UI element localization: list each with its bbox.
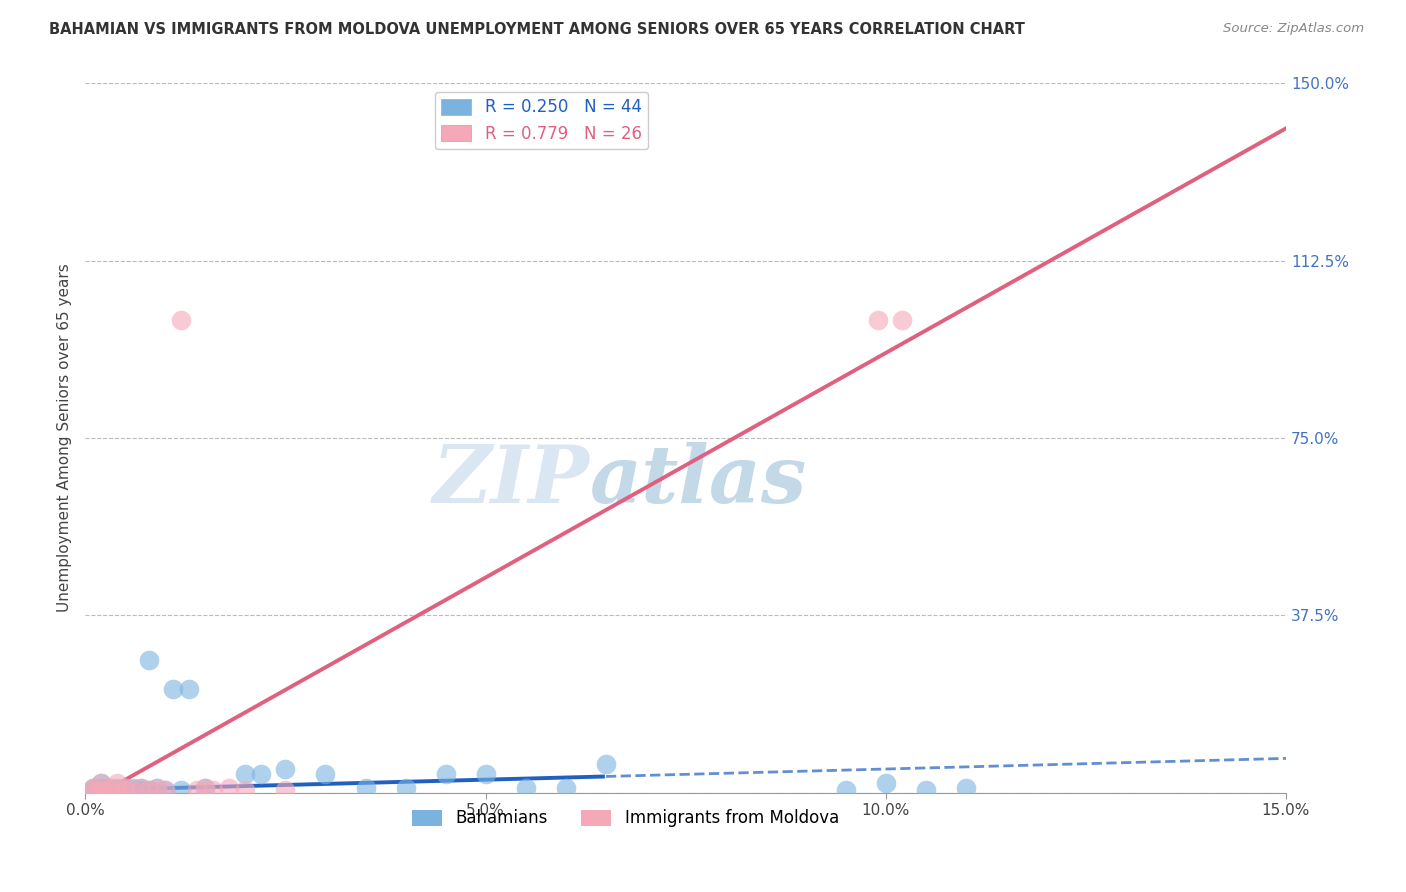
Point	[155, 783, 177, 797]
Point	[235, 783, 257, 797]
Point	[515, 780, 537, 795]
Point	[90, 786, 112, 800]
Point	[114, 780, 136, 795]
Point	[315, 766, 337, 780]
Point	[82, 783, 104, 797]
Point	[105, 786, 128, 800]
Text: BAHAMIAN VS IMMIGRANTS FROM MOLDOVA UNEMPLOYMENT AMONG SENIORS OVER 65 YEARS COR: BAHAMIAN VS IMMIGRANTS FROM MOLDOVA UNEM…	[49, 22, 1025, 37]
Point	[186, 783, 208, 797]
Point	[90, 776, 112, 790]
Point	[114, 783, 136, 797]
Legend: Bahamians, Immigrants from Moldova: Bahamians, Immigrants from Moldova	[406, 803, 845, 834]
Point	[138, 653, 160, 667]
Point	[105, 783, 128, 797]
Point	[955, 780, 977, 795]
Point	[114, 786, 136, 800]
Text: ZIP: ZIP	[433, 442, 589, 519]
Point	[114, 783, 136, 797]
Point	[218, 780, 240, 795]
Point	[90, 776, 112, 790]
Point	[194, 780, 217, 795]
Point	[105, 780, 128, 795]
Point	[155, 783, 177, 797]
Point	[170, 313, 193, 327]
Point	[235, 766, 257, 780]
Point	[98, 783, 121, 797]
Text: atlas: atlas	[589, 442, 807, 519]
Point	[131, 780, 153, 795]
Point	[90, 783, 112, 797]
Point	[170, 783, 193, 797]
Point	[98, 780, 121, 795]
Point	[105, 783, 128, 797]
Point	[98, 783, 121, 797]
Point	[98, 783, 121, 797]
Point	[146, 780, 169, 795]
Y-axis label: Unemployment Among Seniors over 65 years: Unemployment Among Seniors over 65 years	[58, 264, 72, 613]
Point	[194, 780, 217, 795]
Point	[138, 783, 160, 797]
Point	[90, 786, 112, 800]
Point	[82, 786, 104, 800]
Text: Source: ZipAtlas.com: Source: ZipAtlas.com	[1223, 22, 1364, 36]
Point	[114, 780, 136, 795]
Point	[82, 783, 104, 797]
Point	[82, 786, 104, 800]
Point	[554, 780, 576, 795]
Point	[105, 776, 128, 790]
Point	[434, 766, 457, 780]
Point	[122, 783, 145, 797]
Point	[914, 783, 936, 797]
Point	[122, 783, 145, 797]
Point	[890, 313, 912, 327]
Point	[138, 783, 160, 797]
Point	[875, 776, 897, 790]
Point	[131, 780, 153, 795]
Point	[82, 780, 104, 795]
Point	[274, 783, 297, 797]
Point	[90, 783, 112, 797]
Point	[474, 766, 496, 780]
Point	[82, 780, 104, 795]
Point	[98, 780, 121, 795]
Point	[250, 766, 273, 780]
Point	[866, 313, 889, 327]
Point	[394, 780, 416, 795]
Point	[595, 757, 617, 772]
Point	[131, 783, 153, 797]
Point	[146, 780, 169, 795]
Point	[202, 783, 225, 797]
Point	[179, 681, 201, 696]
Point	[90, 780, 112, 795]
Point	[122, 780, 145, 795]
Point	[274, 762, 297, 776]
Point	[162, 681, 184, 696]
Point	[98, 786, 121, 800]
Point	[354, 780, 377, 795]
Point	[835, 783, 858, 797]
